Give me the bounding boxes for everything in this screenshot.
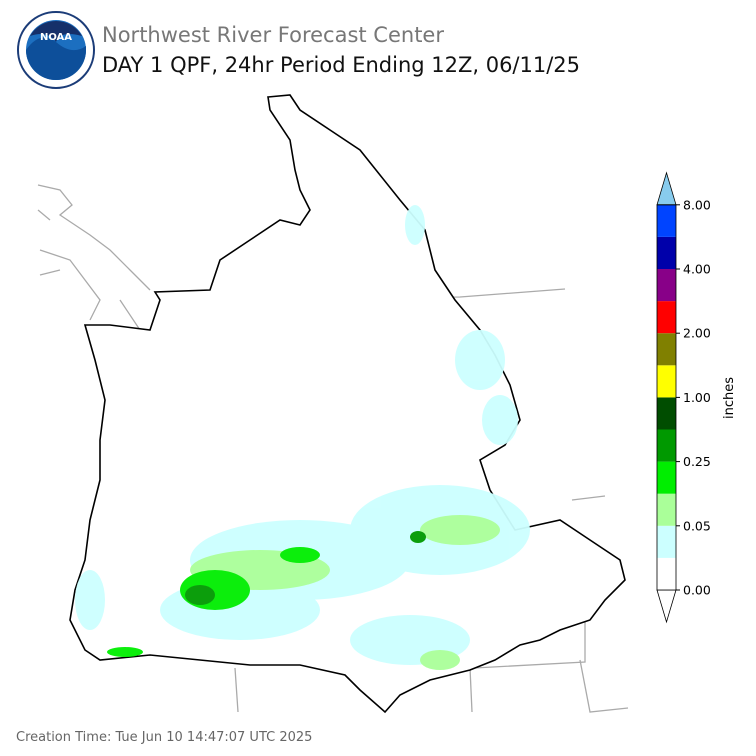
colorbar-label: 2.00 — [683, 326, 711, 341]
basin-outline — [69, 94, 626, 714]
colorbar-bin — [657, 236, 676, 269]
colorbar-bin — [657, 333, 676, 366]
colorbar-unit: inches — [722, 377, 737, 419]
colorbar-label: 0.00 — [683, 583, 711, 598]
colorbar-bin — [657, 301, 676, 334]
agency-name: Northwest River Forecast Center — [102, 23, 444, 47]
colorbar-bin — [657, 525, 676, 558]
logo-text: NOAA — [40, 32, 72, 43]
colorbar-bin — [657, 461, 676, 494]
colorbar-bin — [657, 204, 676, 237]
colorbar: 0.00 0.05 0.25 1.00 2.00 4.00 8.00 — [656, 171, 711, 624]
noaa-logo: NOAA — [17, 11, 95, 89]
colorbar-bin — [657, 493, 676, 526]
map-title: DAY 1 QPF, 24hr Period Ending 12Z, 06/11… — [102, 53, 580, 77]
colorbar-low-triangle — [656, 589, 677, 624]
colorbar-bin — [657, 397, 676, 430]
colorbar-bin — [657, 429, 676, 462]
colorbar-bin — [657, 557, 676, 590]
colorbar-high-triangle — [656, 171, 677, 206]
colorbar-bin — [657, 365, 676, 398]
precipitation-areas — [75, 205, 530, 670]
colorbar-label: 0.05 — [683, 518, 711, 533]
colorbar-bin — [657, 269, 676, 302]
colorbar-label: 8.00 — [683, 197, 711, 212]
colorbar-label: 4.00 — [683, 262, 711, 277]
colorbar-label: 1.00 — [683, 390, 711, 405]
creation-time: Creation Time: Tue Jun 10 14:47:07 UTC 2… — [16, 730, 312, 745]
colorbar-label: 0.25 — [683, 454, 711, 469]
